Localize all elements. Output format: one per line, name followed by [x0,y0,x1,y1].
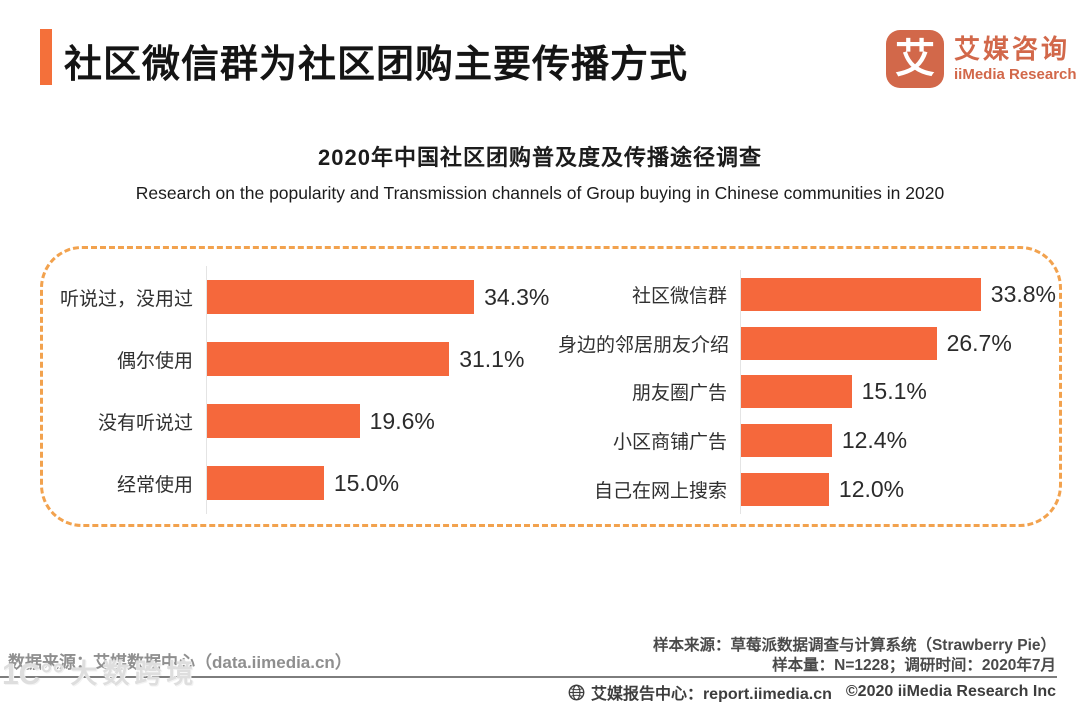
bar-track: 15.0% [206,452,552,514]
data-source-note: 数据来源：艾媒数据中心（data.iimedia.cn） [8,653,352,672]
bar [207,280,475,314]
chart-title: 2020年中国社区团购普及度及传播途径调查 [318,145,762,170]
bar-row: 偶尔使用 31.1% [46,328,552,390]
category-label: 朋友圈广告 [631,383,727,405]
bar-row: 身边的邻居朋友介绍 26.7% [558,318,1056,368]
value-label: 33.8% [990,280,1056,307]
bar-row: 经常使用 15.0% [46,452,552,514]
bar-track: 15.1% [740,367,1056,417]
category-label: 小区商铺广告 [612,432,727,454]
channels-bar-chart: 社区微信群 33.8% 身边的邻居朋友介绍 26.7% 朋友圈广告 15.1% 小区商铺广告… [558,270,1056,514]
bar-track: 12.0% [740,465,1056,514]
bar-track: 12.4% [740,416,1056,466]
category-label: 经常使用 [116,474,193,496]
bar-track: 19.6% [206,390,552,452]
copyright-text: ©2020 iiMedia Research Inc [845,683,1056,700]
category-label: 偶尔使用 [116,350,193,372]
title-accent-bar [40,29,52,85]
sample-size-note: 样本量：N=1228；调研时间：2020年7月 [772,657,1056,674]
bar-track: 33.8% [740,270,1056,319]
value-label: 26.7% [946,329,1012,356]
value-label: 12.0% [838,476,905,503]
bar-row: 没有听说过 19.6% [46,390,552,452]
bar [741,277,981,311]
sample-source-note: 样本来源：草莓派数据调查与计算系统（Strawberry Pie） [652,637,1056,654]
iimedia-logo: 艾 艾媒咨询 iiMedia Research [886,30,1077,88]
watermark: 1C°° 大数跨境 [2,658,199,691]
bar-row: 听说过，没用过 34.3% [46,266,552,328]
category-label: 自己在网上搜索 [593,481,727,503]
chart-subtitle: Research on the popularity and Transmiss… [135,183,945,203]
value-label: 15.0% [333,469,400,496]
watermark-logo: 1C°° [2,658,65,691]
bar [741,326,937,360]
bar-row: 自己在网上搜索 12.0% [558,465,1056,514]
page-title: 社区微信群为社区团购主要传播方式 [64,44,689,86]
footer-divider [0,676,1057,678]
category-label: 没有听说过 [97,412,193,434]
bar-track: 31.1% [206,328,552,390]
bar [207,342,450,376]
value-label: 34.3% [484,283,550,310]
category-label: 身边的邻居朋友介绍 [558,334,730,356]
category-label: 社区微信群 [631,285,727,307]
report-center-text: 艾媒报告中心：report.iimedia.cn [590,686,832,702]
bar [207,404,360,438]
bar-row: 朋友圈广告 15.1% [558,367,1056,417]
sample-info-block: 样本来源：草莓派数据调查与计算系统（Strawberry Pie） 样本量：N=… [653,636,1056,676]
bar [741,473,829,507]
value-label: 12.4% [841,427,908,454]
value-label: 19.6% [369,407,435,434]
logo-name-en: iiMedia Research [954,65,1077,83]
popularity-bar-chart: 听说过，没用过 34.3% 偶尔使用 31.1% 没有听说过 19.6% 经常使用 15.0% [46,266,552,514]
bar [741,424,832,458]
bar [741,375,852,409]
value-label: 15.1% [861,378,927,405]
value-label: 31.1% [459,345,525,372]
category-label: 听说过，没用过 [59,288,193,310]
watermark-text: 大数跨境 [70,659,199,689]
globe-icon [568,684,585,700]
bar-row: 小区商铺广告 12.4% [558,416,1056,466]
logo-name-cn: 艾媒咨询 [954,34,1071,65]
iimedia-logo-icon: 艾 [886,30,944,88]
bar-row: 社区微信群 33.8% [558,270,1056,319]
logo-text: 艾媒咨询 iiMedia Research [954,34,1077,83]
chart-dashed-border [40,246,1062,527]
logo-glyph: 艾 [895,37,935,81]
bar-track: 34.3% [206,266,552,328]
footer-report-bar: 艾媒报告中心：report.iimedia.cn ©2020 iiMedia R… [568,680,1056,702]
bar-track: 26.7% [740,318,1056,368]
bar [207,466,324,500]
